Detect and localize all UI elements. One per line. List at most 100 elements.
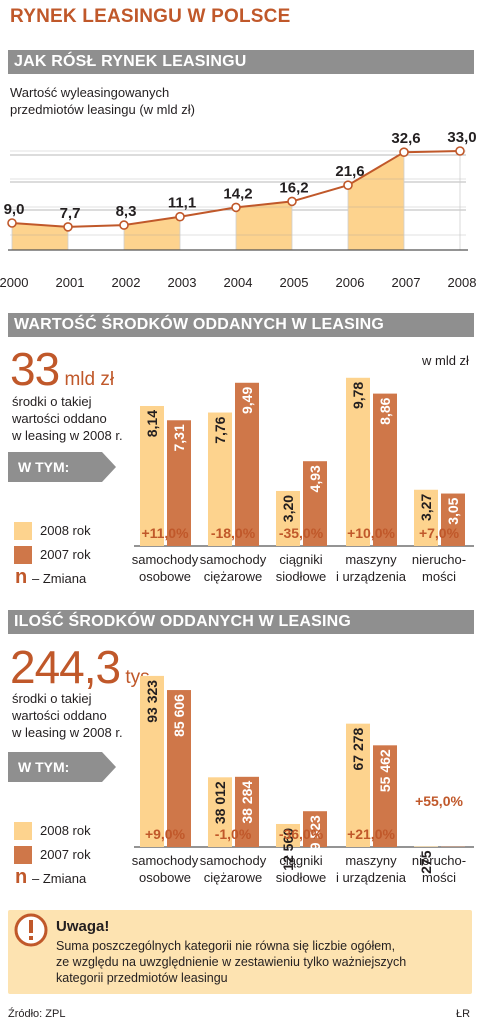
value-bar-chart: 8,14 7,31 +11,0% samochody osobowe 7,76 9,49 -1… [132, 377, 474, 584]
bar-2007 [235, 776, 259, 847]
change-label: +9,0% [145, 826, 186, 842]
category-label: i urządzenia [336, 569, 407, 584]
data-label: 32,6 [391, 130, 420, 147]
bar-value-label: 9,49 [239, 387, 255, 414]
x-tick-label: 2007 [392, 275, 421, 290]
bar-2007 [441, 493, 465, 546]
value-big-number: 33 mld zł [10, 346, 114, 403]
change-label: +21,0% [347, 826, 395, 842]
section-header-count: ILOŚĆ ŚRODKÓW ODDANYCH W LEASING [8, 610, 474, 634]
x-tick-label: 2003 [168, 275, 197, 290]
growth-label-line2: przedmiotów leasingu (w mld zł) [10, 102, 195, 117]
note-line2: ze względu na uwzględnienie w zestawieni… [56, 955, 407, 969]
data-label: 8,3 [116, 203, 137, 220]
legend-change-label: – Zmiana [32, 871, 87, 886]
legend-swatch-2007 [14, 846, 32, 864]
legend-swatch-2008 [14, 522, 32, 540]
main-title: RYNEK LEASINGU W POLSCE [10, 6, 291, 27]
area-band [124, 216, 180, 250]
count-desc-line2: wartości oddano [12, 708, 107, 723]
legend-change-symbol: n [15, 866, 28, 888]
bar-2007 [373, 745, 397, 847]
bar-2007 [303, 461, 327, 546]
change-label: +11,0% [141, 525, 189, 541]
bar-2007 [373, 393, 397, 546]
bar-value-label: 177 [445, 850, 461, 874]
count-big-number: 244,3 tys. [10, 644, 155, 701]
x-tick-label: 2006 [336, 275, 365, 290]
category-label: i urządzenia [336, 870, 407, 885]
bar-value-label: 85 606 [171, 694, 187, 737]
category-label: osobowe [139, 569, 191, 584]
category-label: samochody [132, 552, 199, 567]
count-bar-chart: 93 323 85 606 +9,0% samochody osobowe 38 012 3… [132, 675, 474, 885]
data-point [287, 196, 297, 207]
legend-change-label: – Zmiana [32, 571, 87, 586]
category-label: samochody [200, 853, 267, 868]
value-wtym-arrow: W TYM: [8, 452, 116, 482]
bar-2008 [276, 490, 300, 546]
bar-2007 [235, 382, 259, 546]
category-label: maszyny [345, 853, 397, 868]
data-label: 16,2 [279, 179, 308, 196]
bar-value-label: 8,14 [144, 410, 160, 437]
category-label: ciągniki [279, 853, 322, 868]
bar-2008 [140, 405, 164, 546]
data-label: 11,1 [168, 195, 196, 212]
count-desc-line3: w leasing w 2008 r. [12, 725, 123, 740]
legend-label-2008: 2008 rok [40, 823, 91, 838]
change-label: +55,0% [415, 793, 463, 809]
x-tick-label: 2005 [280, 275, 309, 290]
data-point [343, 180, 353, 190]
change-label: -18,0% [211, 525, 256, 541]
category-label: nierucho- [412, 853, 466, 868]
area-band [348, 152, 404, 250]
legend-swatch-2007 [14, 546, 32, 564]
bar-value-label: 55 462 [377, 749, 393, 792]
growth-label-line1: Wartość wyleasingowanych [10, 85, 170, 100]
x-tick-label: 2001 [56, 275, 85, 290]
count-wtym-label: W TYM: [18, 759, 69, 775]
note-title: Uwaga! [56, 918, 110, 935]
data-point [399, 147, 409, 157]
value-big-unit: mld zł [59, 369, 115, 390]
bar-2008 [346, 377, 370, 546]
data-point [63, 222, 73, 232]
bar-2008 [140, 675, 164, 847]
data-point [231, 202, 241, 213]
section-header-value: WARTOŚĆ ŚRODKÓW ODDANYCH W LEASING [8, 313, 474, 337]
category-label: mości [422, 870, 456, 885]
source-text: Źródło: ZPL [8, 1008, 66, 1020]
bar-value-label: 3,20 [280, 495, 296, 522]
category-label: ciągniki [279, 552, 322, 567]
bar-value-label: 4,93 [307, 465, 323, 492]
change-label: -35,0% [279, 525, 324, 541]
author-text: ŁR [456, 1008, 471, 1020]
data-label: 33,0 [447, 129, 476, 146]
area-band [12, 223, 68, 250]
count-desc-line1: środki o takiej [12, 691, 92, 706]
bar-2007 [303, 811, 327, 847]
bar-value-label: 7,31 [171, 424, 187, 451]
change-label: +10,0% [347, 525, 395, 541]
change-label: -1,0% [215, 826, 252, 842]
data-point [7, 218, 17, 228]
exclamation-icon [14, 913, 48, 947]
data-point [175, 211, 185, 222]
category-label: ciężarowe [204, 870, 263, 885]
legend-label-2007: 2007 rok [40, 547, 91, 562]
area-band [236, 201, 292, 250]
value-wtym-label: W TYM: [18, 459, 69, 475]
change-label: +7,0% [419, 525, 460, 541]
bar-value-label: 3,05 [445, 497, 461, 524]
legend-change-symbol: n [15, 566, 28, 588]
category-label: siodłowe [276, 870, 327, 885]
bar-2008 [208, 412, 232, 546]
section-header-growth: JAK RÓSŁ RYNEK LEASINGU [8, 50, 474, 74]
bar-2008 [346, 723, 370, 847]
bar-2007 [167, 420, 191, 546]
bar-2007 [167, 690, 191, 847]
value-unit-note: w mld zł [422, 353, 469, 368]
note-text: Suma poszczególnych kategorii nie równa … [56, 938, 466, 986]
category-label: ciężarowe [204, 569, 263, 584]
